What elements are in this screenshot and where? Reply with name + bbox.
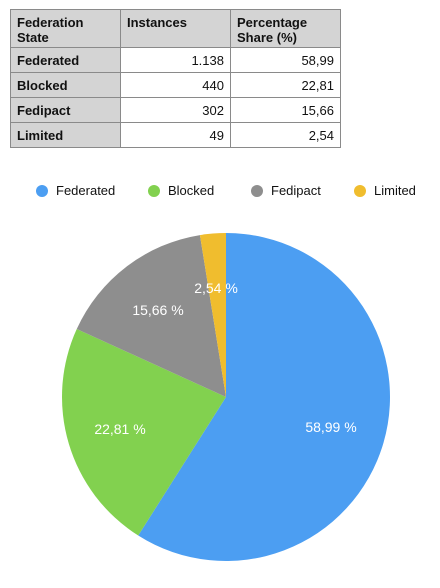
instances-cell: 302 <box>120 97 231 123</box>
header-instances: Instances <box>120 9 231 48</box>
row-label: Fedipact <box>10 97 121 123</box>
slice-label-federated: 58,99 % <box>305 419 356 435</box>
header-percentage-share: Percentage Share (%) <box>230 9 341 48</box>
instances-cell: 49 <box>120 122 231 148</box>
legend-swatch <box>354 184 366 197</box>
row-label: Limited <box>10 122 121 148</box>
share-cell: 22,81 <box>230 72 341 98</box>
pie-slice-blocked <box>62 329 226 536</box>
table-row: Limited 49 2,54 <box>10 122 341 148</box>
slice-label-limited: 2,54 % <box>194 280 238 296</box>
row-label: Federated <box>10 47 121 73</box>
share-cell: 15,66 <box>230 97 341 123</box>
pie-slice-limited <box>199 233 226 397</box>
legend-label: Federated <box>56 183 116 198</box>
legend-label: Blocked <box>168 183 215 198</box>
legend-item-blocked: Blocked <box>148 183 214 198</box>
legend-label: Limited <box>374 183 416 198</box>
legend-item-federated: Federated <box>36 183 115 198</box>
slice-label-fedipact: 15,66 % <box>132 302 183 318</box>
data-table: Federation State Instances Percentage Sh… <box>10 9 341 148</box>
share-cell: 58,99 <box>230 47 341 73</box>
table-header-row: Federation State Instances Percentage Sh… <box>10 9 341 48</box>
header-federation-state: Federation State <box>10 9 121 48</box>
legend-swatch <box>36 184 48 197</box>
legend-label: Fedipact <box>271 183 321 198</box>
legend-swatch <box>148 184 160 197</box>
legend-swatch <box>251 184 263 197</box>
pie-labels: 58,99 % 22,81 % 15,66 % 2,54 % <box>94 280 356 437</box>
table-row: Federated 1.138 58,99 <box>10 47 341 73</box>
pie-slice-federated <box>138 233 391 562</box>
instances-cell: 1.138 <box>120 47 231 73</box>
legend-item-limited: Limited <box>354 183 416 198</box>
pie-slices <box>62 233 391 562</box>
legend-item-fedipact: Fedipact <box>251 183 321 198</box>
slice-label-blocked: 22,81 % <box>94 421 145 437</box>
table-row: Fedipact 302 15,66 <box>10 97 341 123</box>
share-cell: 2,54 <box>230 122 341 148</box>
row-label: Blocked <box>10 72 121 98</box>
pie-slice-fedipact <box>76 235 227 397</box>
